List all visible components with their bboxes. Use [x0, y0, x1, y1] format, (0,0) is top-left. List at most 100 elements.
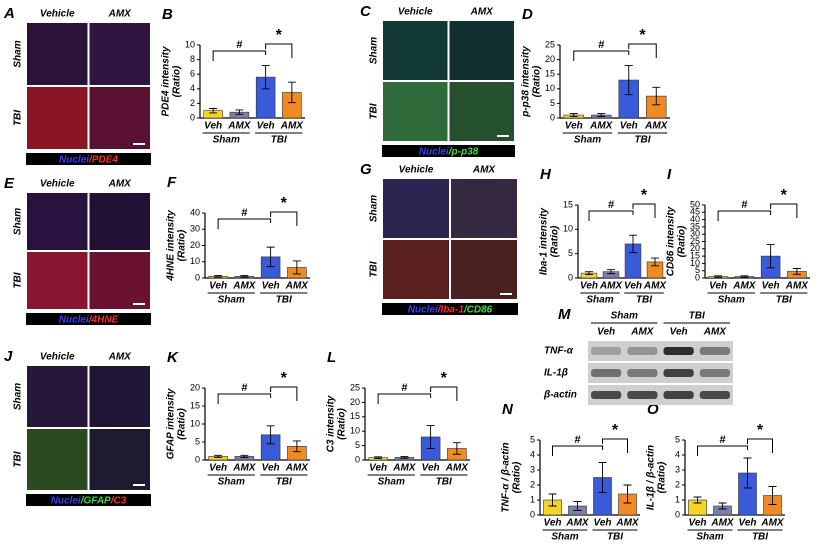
x-tick-label: Veh	[739, 518, 757, 529]
y-tick-label: 0	[695, 272, 700, 282]
y-tick-label: 5	[695, 265, 700, 275]
error-bar	[740, 275, 749, 278]
error-bar	[426, 424, 435, 449]
legend-box	[382, 145, 515, 157]
micrograph	[449, 82, 514, 141]
row-label: TBI	[369, 103, 380, 119]
panel-letter: J	[4, 348, 13, 365]
blot-lane: Veh	[597, 327, 615, 338]
blot-band	[663, 369, 694, 377]
row-label: TBI	[13, 272, 24, 288]
error-bar	[693, 496, 702, 504]
y-axis-unit: (Ratio)	[512, 461, 523, 493]
micrograph	[27, 252, 88, 309]
error-bar	[718, 502, 727, 510]
y-tick-label: 5	[568, 248, 573, 258]
error-bar	[261, 64, 270, 90]
significance-bracket	[270, 386, 298, 401]
blot-lane: Veh	[670, 327, 688, 338]
column-label: Vehicle	[40, 179, 75, 190]
column-label: AMX	[472, 165, 497, 176]
group-label: TBI	[607, 532, 623, 543]
y-tick-label: 5	[550, 98, 555, 108]
blot-lane: AMX	[703, 327, 728, 338]
legend-part: /p-p38	[448, 146, 479, 157]
significance-bracket	[632, 203, 656, 218]
error-bar	[214, 454, 223, 458]
error-bar	[607, 269, 615, 275]
annotation: *	[612, 422, 619, 439]
panel-letter: O	[647, 401, 659, 418]
group-label: TBI	[776, 295, 792, 306]
error-bar	[569, 113, 578, 117]
annotation: #	[608, 199, 614, 211]
y-tick-label: 0	[530, 509, 535, 519]
x-tick-label: Veh	[209, 463, 227, 474]
annotation: *	[441, 370, 448, 387]
row-label: Sham	[369, 37, 380, 64]
blot-group: Sham	[611, 311, 638, 322]
y-axis-label: p-p38 intensity	[521, 46, 532, 118]
blot-strip	[588, 341, 733, 361]
y-tick-label: 0	[550, 112, 555, 122]
column-label: AMX	[108, 179, 133, 190]
y-tick-label: 10	[545, 83, 555, 93]
x-tick-label: Veh	[257, 121, 275, 132]
micrograph	[383, 179, 449, 238]
x-tick-label: AMX	[732, 281, 757, 292]
error-bar	[240, 454, 249, 458]
y-tick-label: 0	[568, 272, 573, 282]
x-tick-label: Veh	[762, 281, 780, 292]
legend-box	[26, 494, 151, 506]
blot-band	[591, 347, 622, 355]
y-tick-label: 3	[675, 464, 680, 474]
group-label: Sham	[586, 295, 613, 306]
x-tick-label: AMX	[589, 121, 614, 132]
error-bar	[623, 484, 632, 504]
y-tick-label: 0	[355, 454, 360, 464]
group-label: Sham	[574, 135, 601, 146]
y-tick-label: 20	[545, 54, 555, 64]
column-label: Vehicle	[40, 352, 75, 363]
micrograph	[89, 87, 150, 149]
y-tick-label: 40	[190, 207, 200, 217]
y-tick-label: 25	[350, 382, 360, 392]
x-tick-label: AMX	[644, 121, 669, 132]
x-tick-label: Veh	[209, 281, 227, 292]
x-tick-label: Veh	[369, 463, 387, 474]
annotation: *	[639, 27, 646, 44]
y-axis-unit: (Ratio)	[550, 225, 561, 257]
error-bar	[743, 457, 752, 489]
panel-letter: C	[360, 3, 372, 20]
y-tick-label: 4	[675, 449, 680, 459]
blot-band	[663, 347, 694, 355]
row-label: TBI	[13, 110, 24, 126]
blot-band	[591, 369, 622, 377]
y-tick-label: 30	[690, 229, 700, 239]
x-tick-label: Veh	[544, 518, 562, 529]
x-tick-label: AMX	[710, 518, 735, 529]
y-tick-label: 10	[563, 224, 573, 234]
y-tick-label: 15	[190, 400, 200, 410]
annotation: #	[241, 382, 247, 394]
y-tick-label: 10	[350, 426, 360, 436]
panel-letter: K	[167, 349, 179, 366]
y-tick-label: 25	[690, 236, 700, 246]
error-bar	[768, 486, 777, 505]
significance-bracket	[588, 210, 634, 221]
significance-bracket	[377, 393, 432, 404]
micrograph	[383, 21, 448, 80]
significance-bracket	[697, 445, 748, 456]
annotation: #	[401, 382, 407, 394]
y-tick-label: 5	[675, 434, 680, 444]
significance-bracket	[717, 210, 772, 221]
significance-bracket	[217, 393, 272, 404]
y-axis-unit: (Ratio)	[532, 65, 543, 97]
significance-bracket	[747, 438, 773, 453]
y-tick-label: 20	[690, 243, 700, 253]
x-tick-label: AMX	[445, 463, 470, 474]
group-label: TBI	[634, 135, 650, 146]
y-axis-unit: (Ratio)	[337, 408, 348, 440]
error-bar	[597, 113, 606, 117]
micrograph	[27, 87, 88, 149]
